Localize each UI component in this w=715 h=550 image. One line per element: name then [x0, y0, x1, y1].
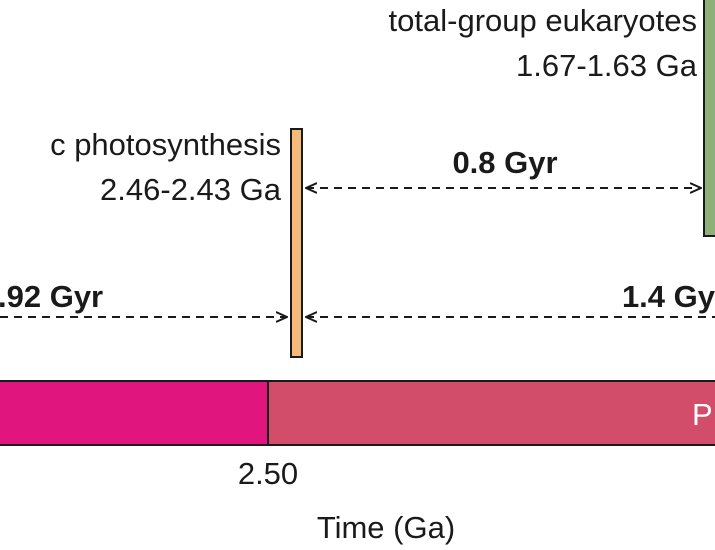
eukaryotes-event-bar — [703, 0, 715, 237]
axis-title: Time (Ga) — [317, 510, 455, 545]
interval-label-euk-photo: 0.8 Gyr — [452, 145, 557, 180]
eon-band-right-label: P — [692, 397, 713, 432]
interval-label-left: .92 Gyr — [0, 279, 103, 314]
photosynthesis-event-range: 2.46-2.43 Ga — [100, 172, 282, 207]
eon-band-left — [0, 380, 269, 446]
eukaryotes-event-name: total-group eukaryotes — [389, 3, 697, 38]
photosynthesis-event-bar — [290, 128, 303, 358]
interval-label-right: 1.4 Gy — [622, 279, 715, 314]
axis-tick-label: 2.50 — [238, 456, 298, 491]
eon-band-right — [267, 380, 715, 446]
eukaryotes-event-range: 1.67-1.63 Ga — [516, 48, 698, 83]
photosynthesis-event-name: c photosynthesis — [50, 127, 281, 162]
